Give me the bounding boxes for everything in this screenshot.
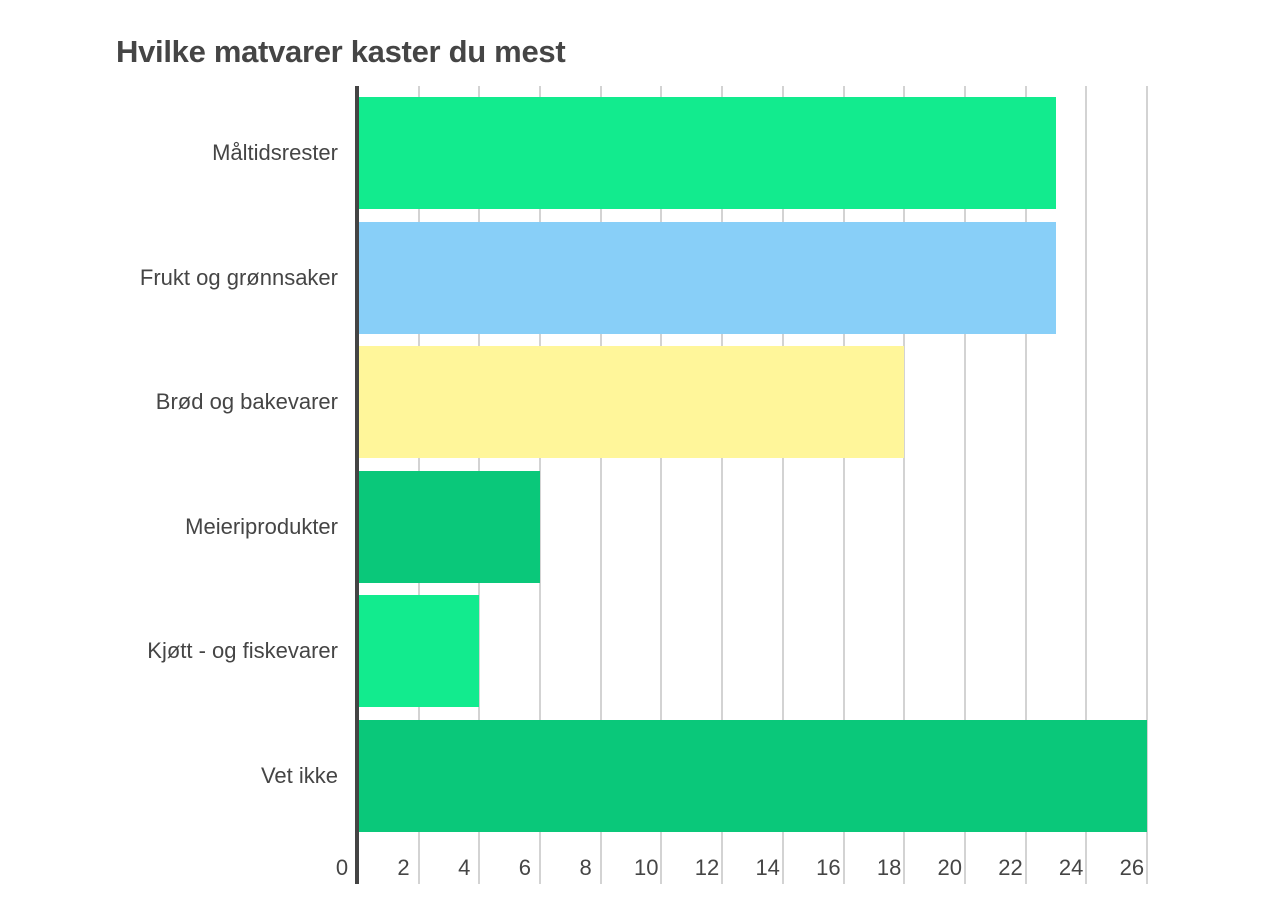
x-tick-label: 10: [634, 855, 659, 880]
gridline: [1085, 86, 1088, 884]
x-tick-label: 14: [755, 855, 780, 880]
category-label: Brød og bakevarer: [155, 389, 338, 414]
category-label: Meieriprodukter: [185, 513, 338, 539]
y-axis-line: [355, 86, 359, 884]
x-tick-label: 6: [518, 855, 532, 880]
bar[interactable]: [358, 595, 480, 707]
bar[interactable]: [358, 719, 1147, 832]
x-tick-label: 16: [816, 855, 841, 880]
x-tick-label: 26: [1119, 855, 1145, 880]
category-label: Vet ikke: [260, 762, 338, 788]
gridline: [1024, 86, 1027, 884]
x-tick-label: 0: [335, 855, 349, 880]
gridline: [903, 86, 906, 884]
x-tick-label: 12: [694, 855, 720, 880]
chart-title: Hvilke matvarer kaster du mest: [116, 34, 566, 69]
gridline: [1146, 86, 1148, 884]
category-label: Frukt og grønnsaker: [139, 264, 338, 290]
x-tick-label: 20: [937, 855, 963, 880]
gridline: [721, 86, 724, 884]
category-label: Kjøtt - og fiskevarer: [147, 638, 338, 663]
gridline: [539, 86, 542, 884]
bar[interactable]: [358, 346, 905, 458]
x-tick-label: 4: [458, 855, 471, 880]
x-tick-label: 22: [998, 855, 1023, 880]
gridline: [842, 86, 845, 884]
category-label: Måltidsrester: [212, 140, 338, 165]
gridline: [599, 86, 602, 884]
x-tick-label: 18: [876, 855, 902, 880]
gridline: [781, 86, 784, 884]
gridline: [660, 86, 663, 884]
x-tick-label: 8: [579, 855, 592, 880]
x-tick-label: 2: [397, 855, 410, 880]
x-tick-label: 24: [1058, 855, 1084, 880]
bar[interactable]: [358, 221, 1056, 334]
bar[interactable]: [358, 97, 1056, 209]
bar[interactable]: [358, 470, 541, 583]
gridline: [963, 86, 966, 884]
